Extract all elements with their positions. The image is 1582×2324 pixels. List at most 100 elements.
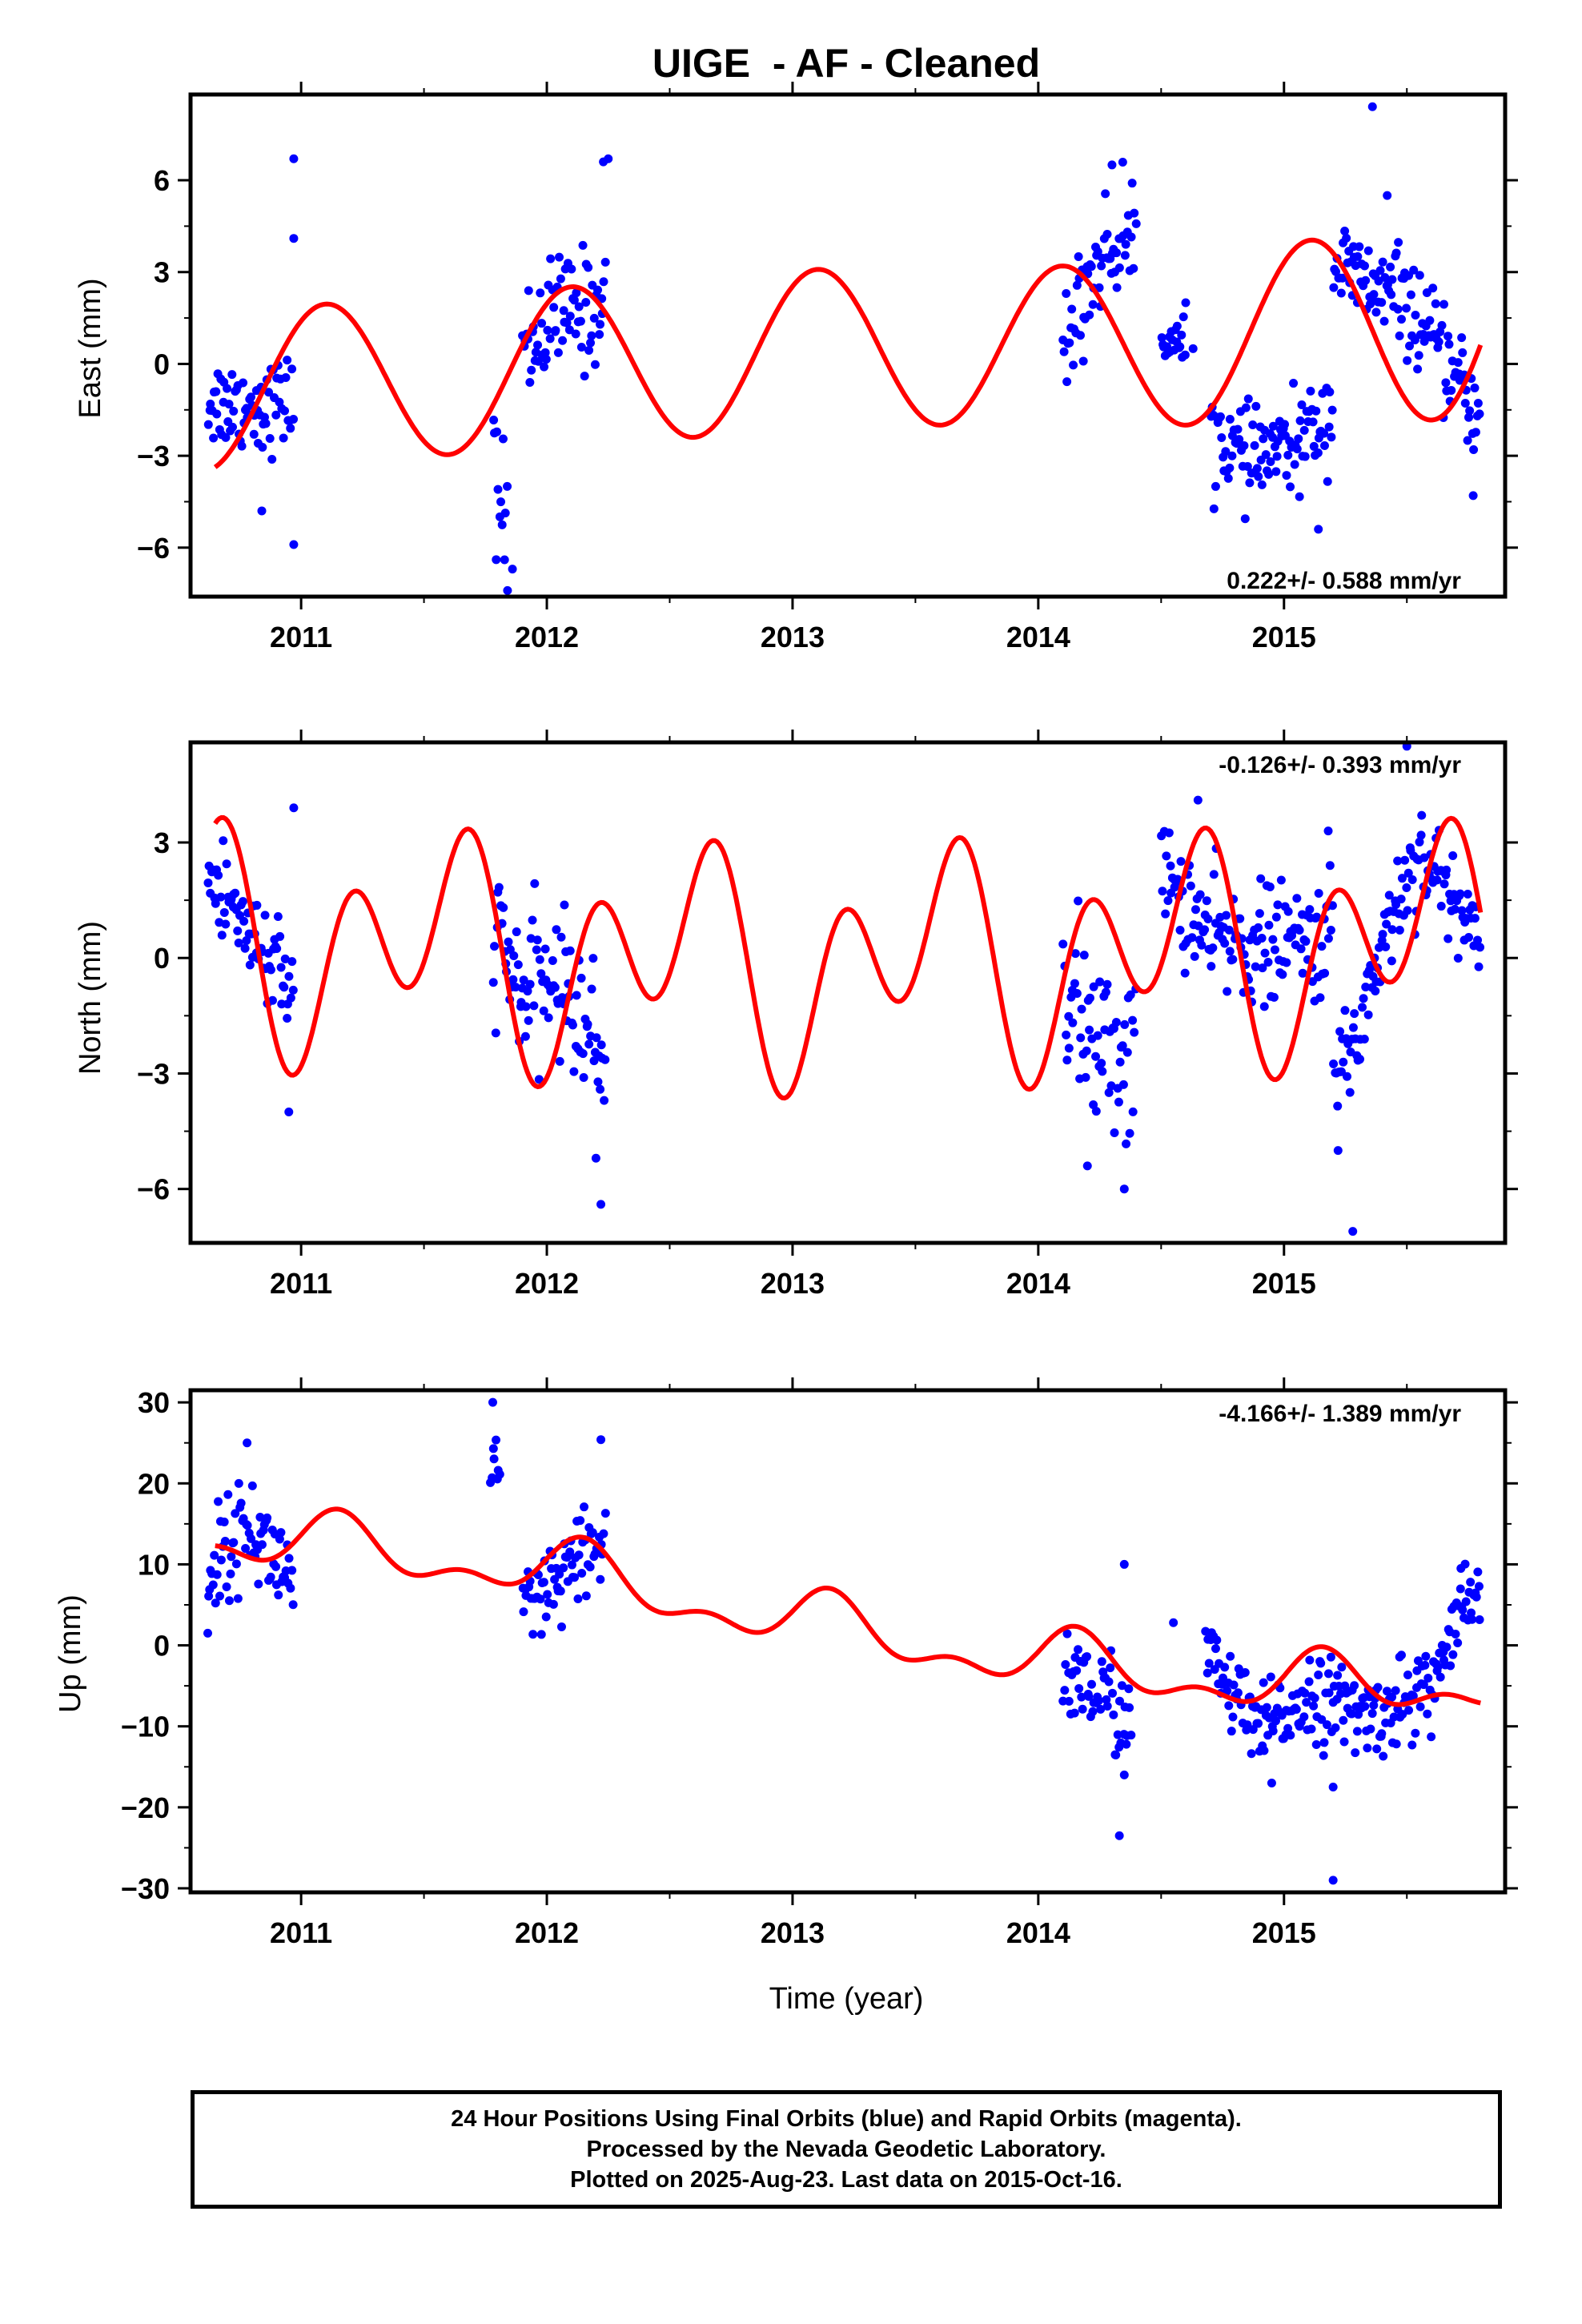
up-data-point — [223, 1490, 233, 1499]
north-data-point — [283, 1014, 292, 1023]
up-y-tick-label: 20 — [138, 1467, 170, 1500]
north-data-point — [1222, 911, 1231, 920]
north-data-point — [1166, 861, 1175, 870]
north-data-point — [1191, 905, 1200, 915]
up-data-point — [1367, 1709, 1377, 1719]
up-data-point — [559, 1563, 568, 1573]
north-data-point — [1476, 943, 1485, 952]
east-data-point — [1309, 441, 1319, 451]
east-data-point — [267, 454, 277, 464]
north-data-point — [1164, 828, 1174, 838]
north-data-point — [234, 938, 243, 947]
up-rate-label: -4.166+/- 1.389 mm/yr — [1219, 1401, 1461, 1427]
north-data-point — [284, 971, 294, 981]
north-data-point — [528, 915, 537, 925]
up-data-point — [1319, 1751, 1328, 1760]
up-data-point — [1233, 1688, 1243, 1698]
east-x-tick-label: 2014 — [1006, 621, 1070, 653]
north-data-point — [1436, 902, 1446, 911]
north-data-point — [1358, 1003, 1367, 1012]
east-data-point — [1409, 265, 1419, 275]
east-data-point — [1391, 248, 1401, 258]
north-data-point — [1195, 890, 1205, 899]
up-data-point — [573, 1594, 583, 1604]
up-data-point — [1074, 1683, 1084, 1693]
east-data-point — [497, 520, 507, 529]
up-data-point — [1407, 1740, 1417, 1750]
east-data-point — [525, 377, 535, 387]
north-data-point — [525, 979, 535, 989]
north-data-point — [555, 1056, 564, 1066]
east-data-point — [1211, 481, 1220, 491]
north-data-point — [519, 975, 528, 985]
up-data-point — [1094, 1696, 1103, 1706]
east-data-point — [553, 348, 563, 357]
north-data-point — [1202, 896, 1211, 906]
footer-box: 24 Hour Positions Using Final Orbits (bl… — [191, 2090, 1502, 2209]
north-data-point — [1079, 951, 1089, 960]
east-outlier-point — [289, 154, 299, 163]
north-data-point — [1122, 1139, 1131, 1148]
east-data-point — [1233, 424, 1243, 434]
up-data-point — [1435, 1672, 1445, 1682]
east-data-point — [1102, 230, 1112, 239]
up-data-point — [1062, 1629, 1072, 1638]
east-data-point — [203, 420, 213, 429]
up-data-point — [1360, 1702, 1370, 1711]
east-data-point — [1361, 275, 1371, 285]
east-data-point — [1112, 283, 1122, 292]
east-data-point — [1101, 189, 1110, 199]
north-data-point — [584, 1039, 594, 1049]
north-data-point — [1276, 875, 1286, 885]
up-data-point — [287, 1566, 297, 1575]
up-data-point — [276, 1528, 286, 1538]
north-data-point — [1283, 907, 1293, 916]
east-data-point — [1241, 403, 1251, 412]
north-data-point — [1363, 1010, 1373, 1019]
east-data-point — [1280, 420, 1290, 429]
north-data-point — [1442, 865, 1452, 875]
east-data-point — [1411, 311, 1420, 320]
east-data-point — [1444, 340, 1454, 349]
up-data-point — [1247, 1749, 1256, 1759]
east-data-point — [1324, 422, 1334, 432]
north-data-point — [1340, 1006, 1350, 1015]
up-data-point — [1061, 1659, 1070, 1669]
east-data-point — [1088, 300, 1098, 309]
north-data-point — [1270, 945, 1279, 955]
east-data-point — [1282, 471, 1291, 480]
north-data-point — [1091, 1051, 1101, 1061]
up-data-point — [216, 1555, 226, 1565]
north-data-point — [1260, 948, 1270, 958]
up-data-point — [1104, 1677, 1114, 1687]
east-data-point — [574, 302, 584, 312]
north-data-point — [491, 1028, 500, 1038]
north-data-point — [530, 879, 540, 888]
east-data-point — [1299, 425, 1309, 435]
east-data-point — [1380, 272, 1390, 282]
north-data-point — [548, 956, 557, 966]
north-data-point — [238, 897, 247, 907]
north-data-point — [219, 836, 228, 846]
north-data-point — [279, 983, 289, 992]
north-data-point — [1091, 1107, 1101, 1116]
up-outlier-point — [203, 1628, 212, 1638]
up-data-point — [1314, 1671, 1323, 1680]
east-outlier-point — [1383, 191, 1392, 200]
north-data-point — [1305, 905, 1315, 915]
east-data-point — [279, 433, 288, 443]
east-data-point — [1062, 377, 1072, 387]
east-data-point — [1248, 420, 1258, 430]
north-data-point — [1228, 955, 1238, 964]
north-x-tick-label: 2015 — [1252, 1267, 1316, 1300]
north-data-point — [1470, 914, 1480, 923]
up-data-point — [1203, 1668, 1212, 1678]
north-data-point — [1439, 879, 1449, 889]
east-data-point — [286, 424, 295, 433]
up-data-point — [1211, 1644, 1220, 1654]
up-data-point — [214, 1497, 223, 1506]
east-data-point — [524, 286, 533, 296]
east-data-point — [1252, 464, 1262, 473]
up-data-point — [1419, 1680, 1428, 1690]
north-data-point — [1225, 947, 1235, 956]
